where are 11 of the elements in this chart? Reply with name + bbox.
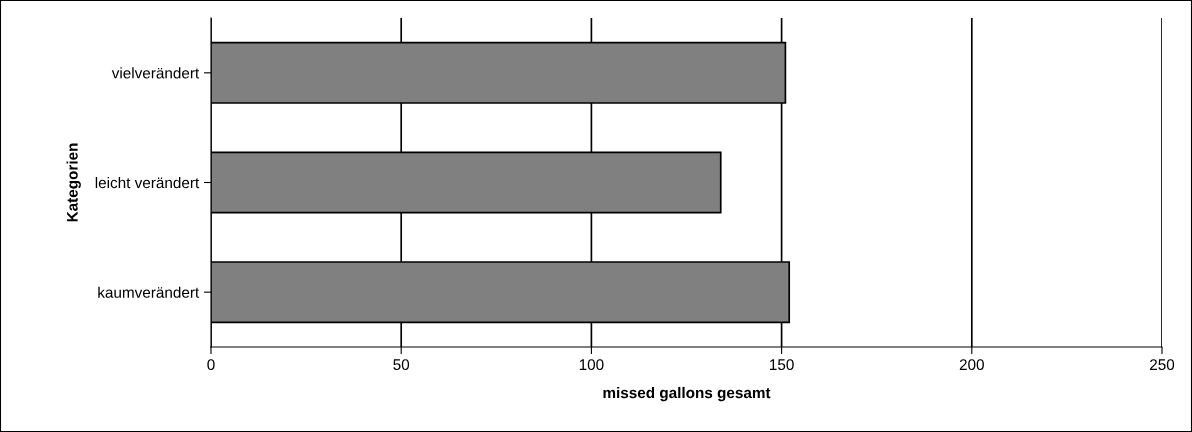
y-tick-label: leicht verändert — [95, 176, 200, 189]
x-tick-label: 0 — [207, 359, 215, 371]
x-tick-label: 200 — [959, 359, 984, 371]
x-tick-label: 100 — [579, 359, 604, 371]
y-tick-label: vielverändert — [111, 67, 200, 79]
x-tick-label: 250 — [1150, 359, 1175, 371]
x-axis-title: missed gallons gesamt — [603, 386, 771, 402]
x-tick-label: 50 — [393, 359, 410, 371]
x-tick-label: 150 — [770, 359, 794, 371]
y-tick-label: kaumverändert — [98, 286, 200, 298]
y-axis-title: Kategorien — [66, 143, 81, 222]
